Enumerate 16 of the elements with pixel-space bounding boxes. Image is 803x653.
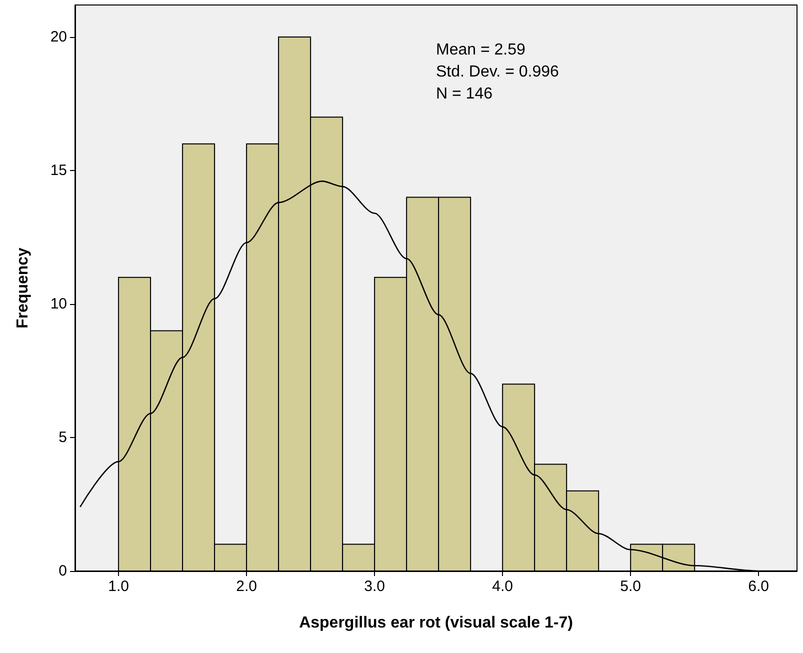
y-axis-title: Frequency [14,247,32,328]
annotation: Std. Dev. = 0.996 [436,64,559,80]
x-axis-title: Aspergillus ear rot (visual scale 1-7) [299,614,573,632]
annotation: Mean = 2.59 [436,42,526,58]
y-tick-label: 10 [50,296,67,313]
x-tick-label: 2.0 [236,578,257,595]
y-tick-label: 5 [58,429,67,446]
x-tick-label: 4.0 [492,578,513,595]
x-tick-label: 6.0 [748,578,770,595]
x-tick-label: 1.0 [108,578,129,595]
annotation: N = 146 [436,86,493,102]
y-tick-label: 20 [50,28,67,46]
x-tick-label: 5.0 [620,578,642,595]
y-tick-label: 15 [50,162,67,180]
x-tick-label: 3.0 [364,578,385,595]
y-tick-label: 0 [58,562,67,580]
